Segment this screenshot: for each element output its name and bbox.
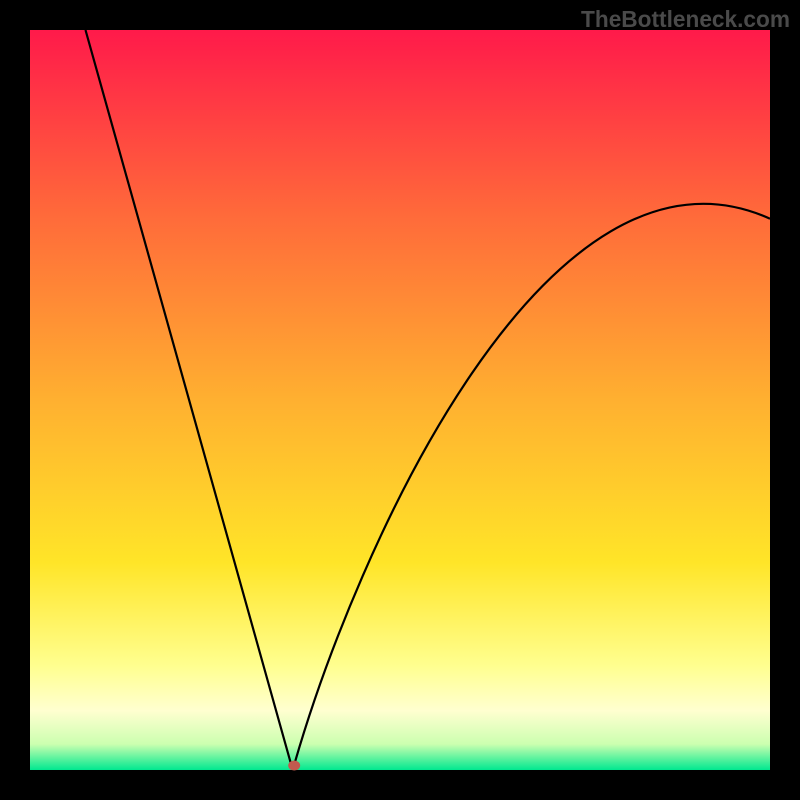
- watermark-text: TheBottleneck.com: [581, 6, 790, 33]
- chart-svg: [0, 0, 800, 800]
- chart-container: TheBottleneck.com: [0, 0, 800, 800]
- plot-background: [30, 30, 770, 770]
- minimum-marker: [288, 761, 300, 771]
